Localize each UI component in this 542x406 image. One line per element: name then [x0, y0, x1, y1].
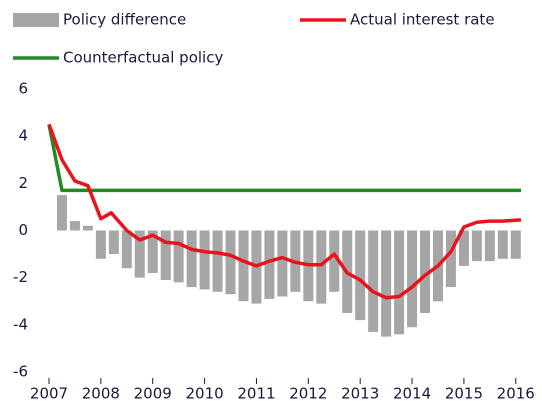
bar	[394, 230, 405, 335]
x-tick-label: 2013	[341, 385, 379, 403]
bar	[355, 230, 366, 321]
bar	[108, 230, 119, 255]
bar	[147, 230, 158, 273]
bar	[264, 230, 275, 299]
x-tick-label: 2007	[30, 385, 68, 403]
bar	[445, 230, 456, 288]
bar	[458, 230, 469, 266]
x-tick-label: 2010	[185, 385, 223, 403]
x-tick-label: 2012	[289, 385, 327, 403]
bar	[212, 230, 223, 292]
bar	[238, 230, 249, 302]
line	[47, 123, 522, 300]
bar	[471, 230, 482, 262]
line	[47, 124, 521, 193]
x-tick-label: 2016	[497, 385, 535, 403]
y-tick-label: -4	[13, 315, 28, 333]
y-tick-label: 4	[18, 127, 28, 145]
y-tick-label: -6	[13, 363, 28, 381]
bar	[69, 221, 80, 231]
bar	[407, 230, 418, 328]
legend-swatch	[13, 13, 59, 27]
bar	[82, 225, 93, 231]
x-tick-label: 2014	[393, 385, 431, 403]
x-tick-label: 2008	[82, 385, 120, 403]
legend-label: Actual interest rate	[350, 11, 495, 29]
legend-label: Counterfactual policy	[63, 49, 223, 67]
x-tick-label: 2015	[445, 385, 483, 403]
y-tick-label: -2	[13, 268, 28, 286]
bar	[121, 230, 132, 269]
bar	[160, 230, 171, 281]
bar	[497, 230, 508, 259]
x-tick-label: 2009	[134, 385, 172, 403]
y-tick-label: 0	[18, 221, 28, 239]
bar	[186, 230, 197, 288]
x-tick-label: 2011	[237, 385, 275, 403]
bar	[173, 230, 184, 283]
bar	[316, 230, 327, 304]
bar	[56, 195, 67, 231]
bar	[484, 230, 495, 262]
y-tick-label: 6	[18, 80, 28, 98]
bar	[368, 230, 379, 332]
bar	[510, 230, 521, 259]
bar	[134, 230, 145, 278]
bar	[95, 230, 106, 259]
bar	[199, 230, 210, 290]
bar	[381, 230, 392, 337]
bar	[277, 230, 288, 297]
bar	[329, 230, 340, 292]
bar	[420, 230, 431, 314]
legend-label: Policy difference	[63, 11, 186, 29]
y-tick-label: 2	[18, 174, 28, 192]
bar	[225, 230, 236, 295]
